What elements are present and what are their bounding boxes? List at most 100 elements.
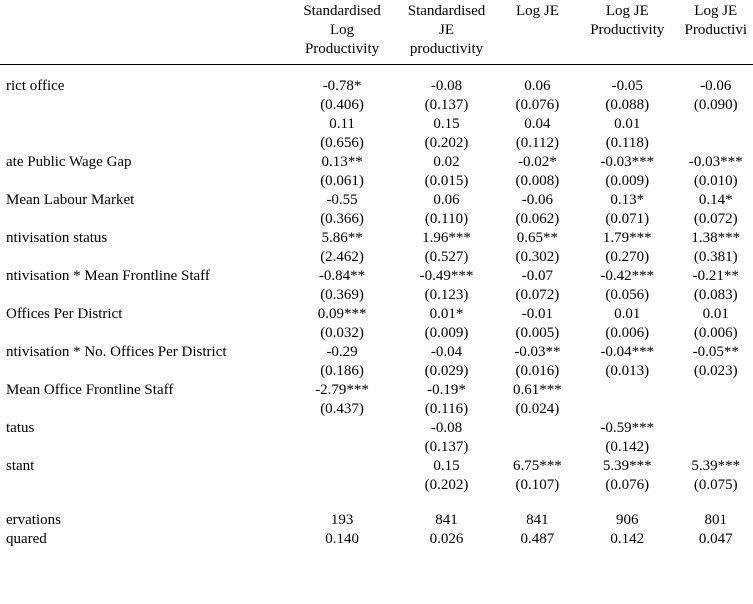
coef-cell: 0.01* [394, 305, 498, 324]
coef-cell: 0.14* [678, 191, 753, 210]
table-row: 0.110.150.040.01 [0, 115, 753, 134]
footer-cell: 0.026 [394, 530, 498, 549]
coef-cell: -0.42*** [576, 267, 678, 286]
footer-cell: 801 [678, 511, 753, 530]
coef-cell [678, 419, 753, 438]
coef-cell [678, 115, 753, 134]
coef-cell: -0.05** [678, 343, 753, 362]
se-cell: (0.062) [499, 210, 576, 229]
coef-cell: -0.59*** [576, 419, 678, 438]
se-cell: (0.061) [290, 172, 394, 191]
coef-cell: 0.09*** [290, 305, 394, 324]
se-cell [576, 400, 678, 419]
coef-cell: 0.15 [394, 115, 498, 134]
column-header: Productivi [678, 21, 753, 40]
footer-label: ervations [0, 511, 290, 530]
footer-cell: 0.142 [576, 530, 678, 549]
table-row: (0.369)(0.123)(0.072)(0.056)(0.083) [0, 286, 753, 305]
coef-cell: 0.01 [678, 305, 753, 324]
se-cell [290, 476, 394, 495]
table-row: (0.137)(0.142) [0, 438, 753, 457]
table-row: (0.366)(0.110)(0.062)(0.071)(0.072) [0, 210, 753, 229]
se-cell: (0.032) [290, 324, 394, 343]
coef-cell: -0.29 [290, 343, 394, 362]
footer-row: quared0.1400.0260.4870.1420.047 [0, 530, 753, 549]
row-label: Mean Office Frontline Staff [0, 381, 290, 400]
table-row: (0.032)(0.009)(0.005)(0.006)(0.006) [0, 324, 753, 343]
coef-cell: 5.39*** [576, 457, 678, 476]
se-cell: (0.186) [290, 362, 394, 381]
header-label-blank [0, 2, 290, 21]
coef-cell: -0.84** [290, 267, 394, 286]
se-cell [499, 438, 576, 457]
se-cell: (0.071) [576, 210, 678, 229]
row-label: tatus [0, 419, 290, 438]
table-row: rict office-0.78*-0.080.06-0.05-0.06 [0, 77, 753, 96]
se-cell: (0.116) [394, 400, 498, 419]
se-cell [678, 134, 753, 153]
coef-cell: -0.04*** [576, 343, 678, 362]
footer-cell: 841 [394, 511, 498, 530]
se-cell: (0.009) [394, 324, 498, 343]
se-cell: (0.202) [394, 476, 498, 495]
footer-label: quared [0, 530, 290, 549]
regression-table: StandardisedStandardisedLog JELog JELog … [0, 0, 753, 549]
coef-cell: -0.03*** [576, 153, 678, 172]
coef-cell: -0.55 [290, 191, 394, 210]
coef-cell: -0.19* [394, 381, 498, 400]
table-row: (2.462)(0.527)(0.302)(0.270)(0.381) [0, 248, 753, 267]
coef-cell: -0.04 [394, 343, 498, 362]
se-cell: (0.366) [290, 210, 394, 229]
row-label: ate Public Wage Gap [0, 153, 290, 172]
column-header: Productivity [290, 40, 394, 65]
coef-cell: 0.04 [499, 115, 576, 134]
coef-cell: -0.03** [499, 343, 576, 362]
se-cell: (0.075) [678, 476, 753, 495]
coef-cell: 0.01 [576, 305, 678, 324]
table-row: Mean Office Frontline Staff-2.79***-0.19… [0, 381, 753, 400]
coef-cell: -0.21** [678, 267, 753, 286]
coef-cell: 1.38*** [678, 229, 753, 248]
se-cell: (0.118) [576, 134, 678, 153]
row-label: Offices Per District [0, 305, 290, 324]
coef-cell [290, 419, 394, 438]
footer-row: ervations193841841906801 [0, 511, 753, 530]
footer-cell: 0.140 [290, 530, 394, 549]
se-cell: (0.137) [394, 438, 498, 457]
se-cell: (0.527) [394, 248, 498, 267]
coef-cell: 0.02 [394, 153, 498, 172]
coef-cell: 5.39*** [678, 457, 753, 476]
se-cell: (0.009) [576, 172, 678, 191]
table-row: (0.437)(0.116)(0.024) [0, 400, 753, 419]
coef-cell: 0.15 [394, 457, 498, 476]
column-header: Log JE [499, 2, 576, 21]
coef-cell: -0.05 [576, 77, 678, 96]
column-header: Log JE [576, 2, 678, 21]
coef-cell: 0.06 [499, 77, 576, 96]
se-cell: (0.656) [290, 134, 394, 153]
se-cell: (0.006) [678, 324, 753, 343]
coef-cell: -0.06 [499, 191, 576, 210]
coef-cell [499, 419, 576, 438]
se-cell: (0.010) [678, 172, 753, 191]
table-row: (0.186)(0.029)(0.016)(0.013)(0.023) [0, 362, 753, 381]
row-label: rict office [0, 77, 290, 96]
se-cell: (0.024) [499, 400, 576, 419]
se-cell: (0.369) [290, 286, 394, 305]
column-header: Standardised [394, 2, 498, 21]
table-row: ntivisation * Mean Frontline Staff-0.84*… [0, 267, 753, 286]
se-cell [290, 438, 394, 457]
column-header: JE [394, 21, 498, 40]
coef-cell: 0.11 [290, 115, 394, 134]
table-row: (0.061)(0.015)(0.008)(0.009)(0.010) [0, 172, 753, 191]
column-header: Productivity [576, 21, 678, 40]
se-cell: (0.112) [499, 134, 576, 153]
se-cell: (0.088) [576, 96, 678, 115]
coef-cell: 5.86** [290, 229, 394, 248]
table-row: (0.656)(0.202)(0.112)(0.118) [0, 134, 753, 153]
se-cell [678, 400, 753, 419]
column-header [499, 40, 576, 65]
row-label: ntivisation status [0, 229, 290, 248]
se-cell: (0.016) [499, 362, 576, 381]
se-cell: (0.008) [499, 172, 576, 191]
